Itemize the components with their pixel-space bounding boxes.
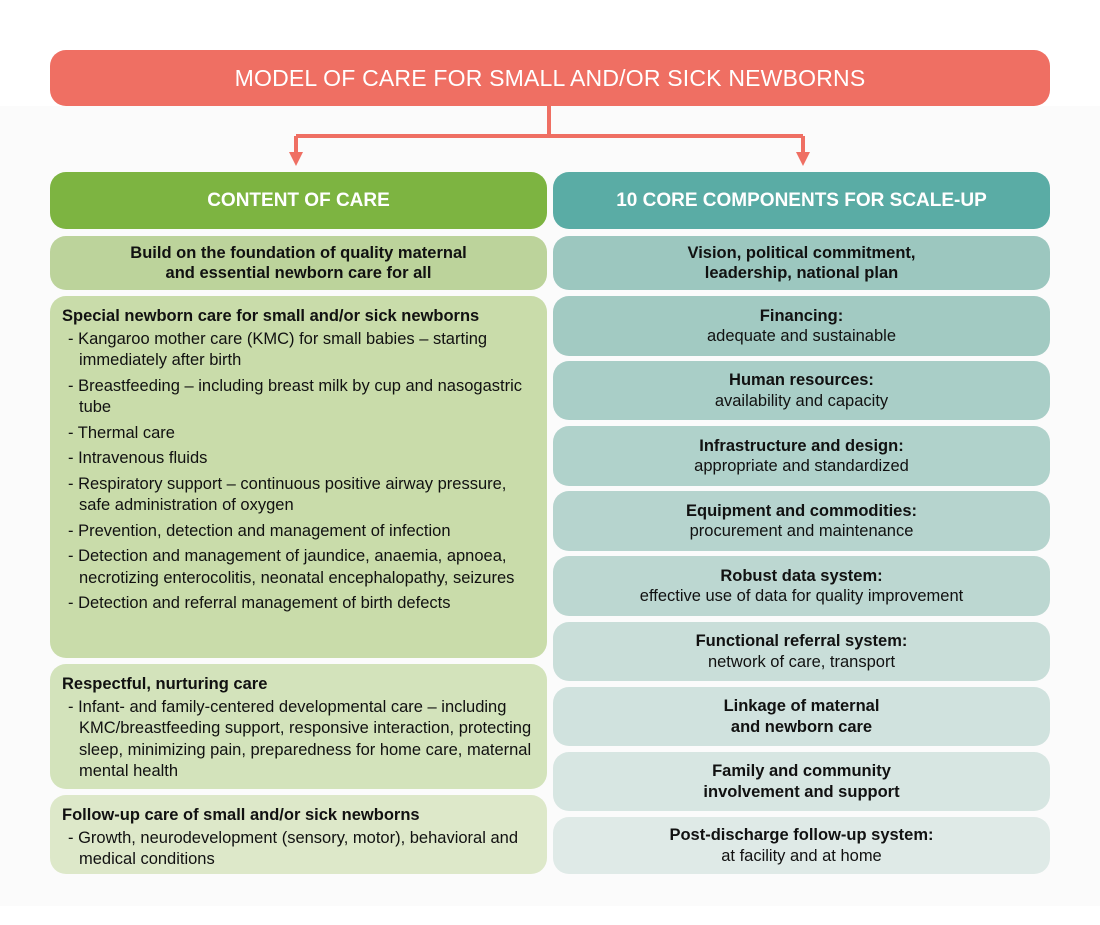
core-component-box: Vision, political commitment, leadership,… [553, 236, 1050, 290]
component-title: Family and community [712, 762, 891, 780]
core-components-header: 10 CORE COMPONENTS FOR SCALE-UP [553, 172, 1050, 229]
diagram-title: MODEL OF CARE FOR SMALL AND/OR SICK NEWB… [50, 50, 1050, 106]
list-item: - Growth, neurodevelopment (sensory, mot… [68, 828, 518, 869]
follow-up-section: Follow-up care of small and/or sick newb… [50, 795, 547, 874]
component-subtitle: adequate and sustainable [707, 327, 896, 345]
core-component-box: Financing: adequate and sustainable [553, 296, 1050, 356]
content-of-care-header: CONTENT OF CARE [50, 172, 547, 229]
core-component-box: Post-discharge follow-up system: at facil… [553, 817, 1050, 874]
component-subtitle: appropriate and standardized [694, 457, 909, 475]
component-subtitle: effective use of data for quality improv… [639, 587, 964, 605]
component-title: Functional referral system: [695, 632, 908, 650]
foundation-box: Build on the foundation of quality mater… [50, 236, 547, 290]
component-title: Equipment and commodities: [685, 501, 918, 520]
section-heading: Special newborn care for small and/or si… [62, 307, 480, 325]
foundation-line1: Build on the foundation of quality mater… [130, 243, 467, 262]
list-item: - Breastfeeding – including breast milk … [68, 376, 522, 417]
core-component-box: Linkage of maternal and newborn care [553, 687, 1050, 746]
component-subtitle: at facility and at home [721, 846, 882, 865]
component-title-line2: leadership, national plan [704, 264, 899, 282]
foundation-line2: and essential newborn care for all [165, 264, 432, 282]
list-item: - Prevention, detection and management o… [68, 521, 451, 540]
core-component-box: Functional referral system: network of ca… [553, 622, 1050, 681]
component-subtitle: network of care, transport [707, 652, 896, 671]
component-title: Vision, political commitment, [687, 243, 916, 262]
core-component-box: Robust data system: effective use of data… [553, 556, 1050, 616]
component-title-line2: involvement and support [703, 782, 900, 801]
core-component-box: Human resources: availability and capacit… [553, 361, 1050, 420]
list-item: - Infant- and family-centered developmen… [68, 697, 532, 781]
component-title: Infrastructure and design: [699, 436, 904, 455]
component-title: Post-discharge follow-up system: [669, 826, 934, 844]
component-subtitle: procurement and maintenance [689, 522, 914, 540]
core-header-text: 10 CORE COMPONENTS FOR SCALE-UP [616, 189, 987, 211]
list-item: - Detection and management of jaundice, … [68, 547, 515, 587]
component-title: Robust data system: [720, 566, 883, 585]
component-subtitle: availability and capacity [714, 391, 889, 410]
list-item: - Kangaroo mother care (KMC) for small b… [68, 329, 488, 370]
section-heading: Respectful, nurturing care [62, 675, 268, 693]
nurturing-care-list: - Infant- and family-centered developmen… [62, 697, 535, 783]
core-component-box: Infrastructure and design: appropriate an… [553, 426, 1050, 486]
special-care-list: - Kangaroo mother care (KMC) for small b… [62, 329, 535, 615]
component-title-line2: and newborn care [730, 717, 873, 736]
section-heading: Follow-up care of small and/or sick newb… [62, 806, 420, 824]
list-item: - Detection and referral management of b… [68, 594, 451, 612]
core-component-box: Equipment and commodities: procurement an… [553, 491, 1050, 551]
list-item: - Respiratory support – continuous posit… [68, 474, 507, 515]
list-item: - Intravenous fluids [68, 449, 208, 467]
special-care-section: Special newborn care for small and/or si… [50, 296, 547, 658]
follow-up-list: - Growth, neurodevelopment (sensory, mot… [62, 828, 535, 871]
list-item: - Thermal care [68, 423, 175, 442]
title-text: MODEL OF CARE FOR SMALL AND/OR SICK NEWB… [234, 64, 866, 91]
component-title: Human resources: [729, 371, 874, 389]
core-component-box: Family and community involvement and supp… [553, 752, 1050, 811]
component-title: Financing: [759, 306, 844, 325]
arrow-right-icon [796, 152, 810, 166]
content-header-text: CONTENT OF CARE [207, 189, 390, 211]
arrow-left-icon [289, 152, 303, 166]
nurturing-care-section: Respectful, nurturing care - Infant- and… [50, 664, 547, 789]
component-title: Linkage of maternal [723, 697, 880, 715]
connector-arrows [289, 104, 810, 166]
